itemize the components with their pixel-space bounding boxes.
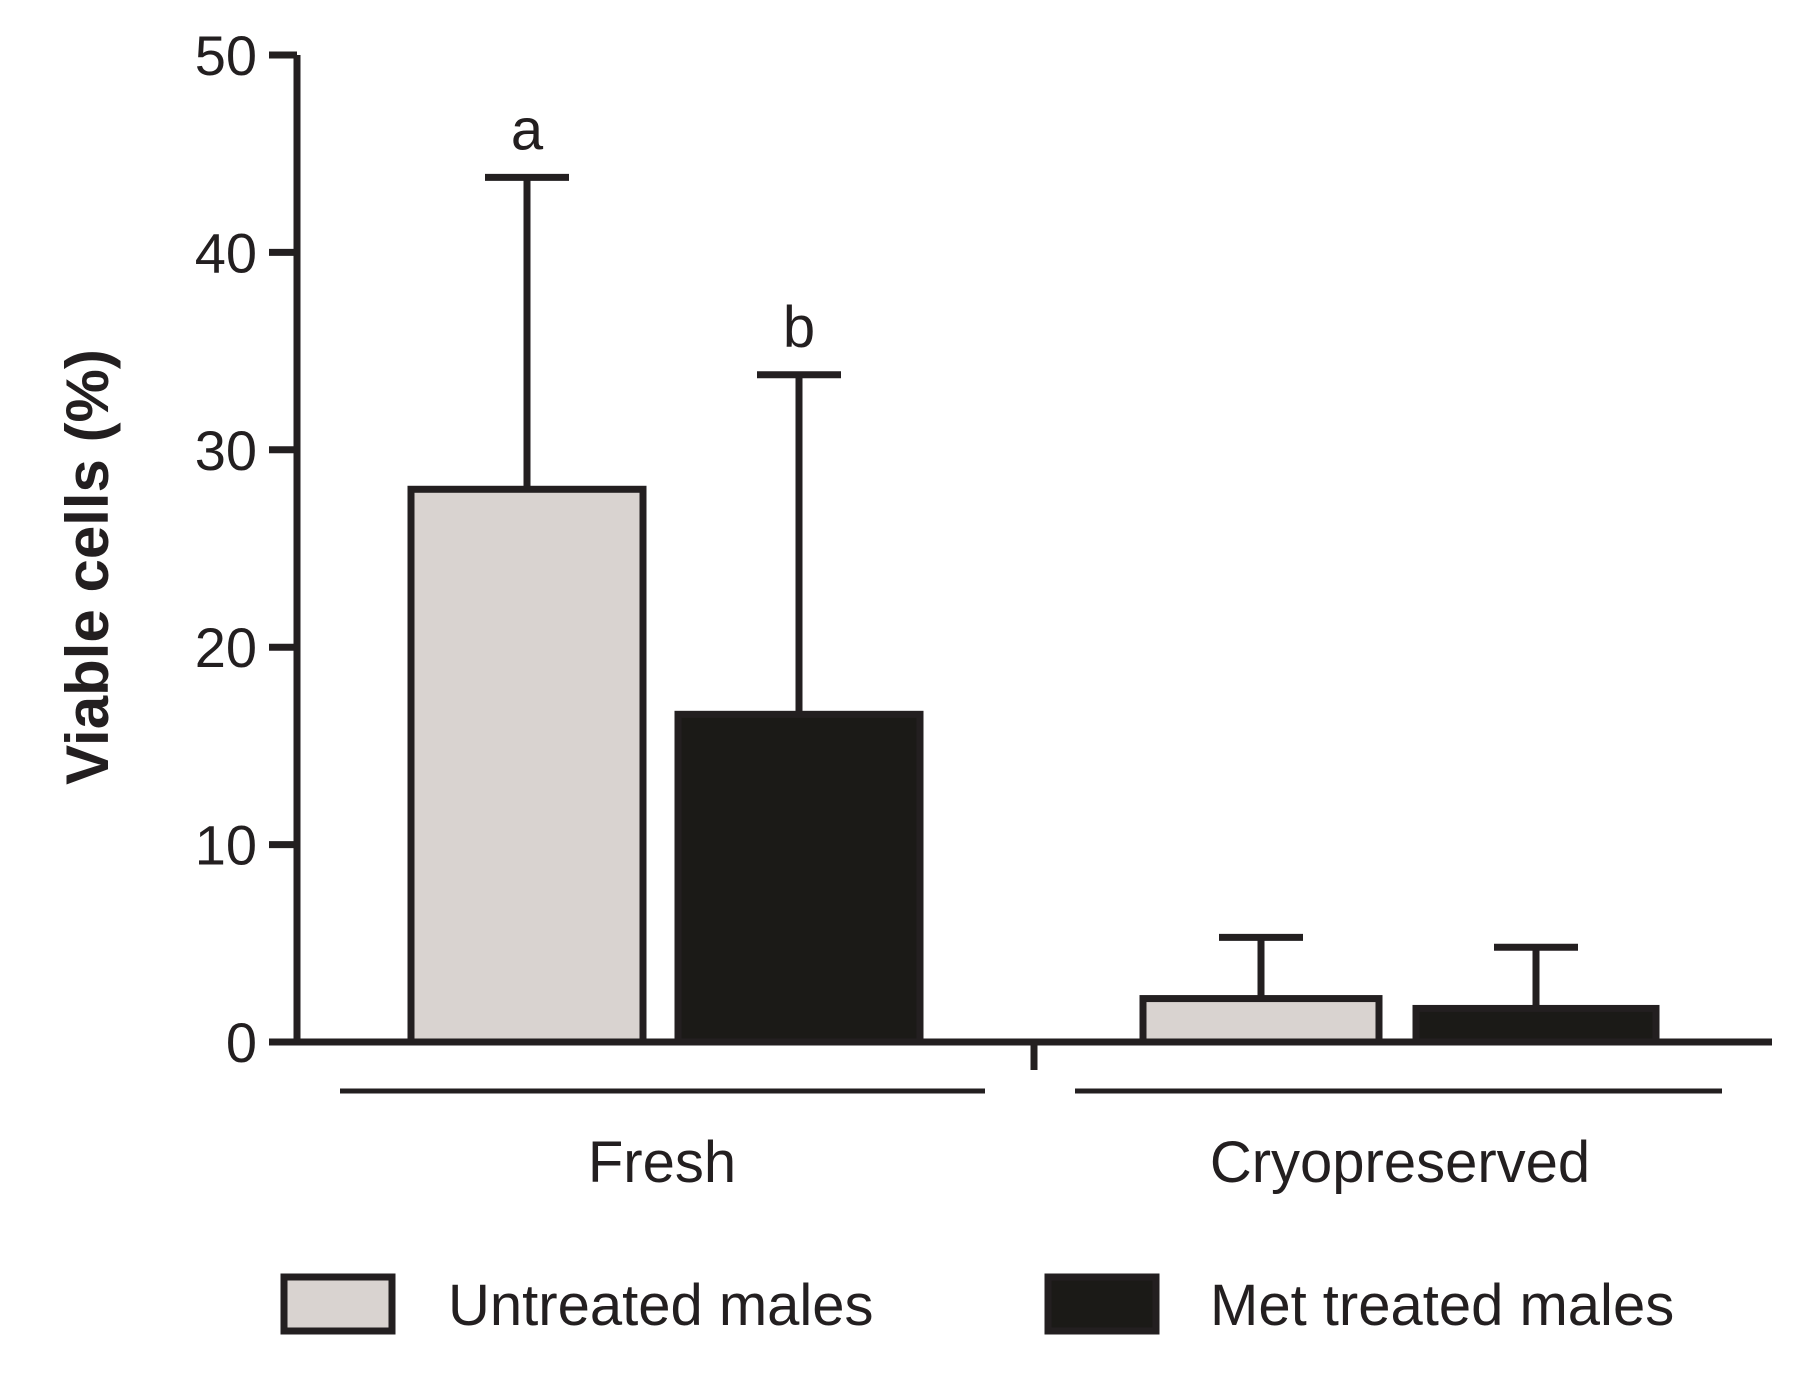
- bar-untreated-males-cryopreserved: [1139, 995, 1383, 1046]
- y-tick-label-10: 10: [195, 814, 257, 877]
- bar-met-treated-males-fresh: [674, 710, 924, 1046]
- y-tick-label-40: 40: [195, 221, 257, 284]
- y-tick-label-30: 30: [195, 419, 257, 482]
- bars: ab: [407, 97, 1660, 1046]
- y-axis-label: Viable cells (%): [54, 349, 121, 785]
- legend: Untreated males Met treated males: [280, 1273, 1674, 1338]
- legend-swatch-met-treated: [1044, 1273, 1160, 1335]
- bar-untreated-males-fresh: [407, 485, 647, 1046]
- y-tick-label-0: 0: [226, 1011, 257, 1074]
- bar-met-treated-males-cryopreserved: [1412, 1004, 1660, 1046]
- y-tick-label-50: 50: [195, 24, 257, 87]
- legend-label-untreated: Untreated males: [448, 1273, 874, 1338]
- annotation-untreated-males-fresh: a: [511, 97, 544, 162]
- category-label-cryopreserved: Cryopreserved: [1210, 1130, 1590, 1195]
- legend-label-met-treated: Met treated males: [1210, 1273, 1674, 1338]
- category-label-fresh: Fresh: [588, 1130, 736, 1195]
- labels: Viable cells (%) Fresh Cryopreserved: [54, 349, 1590, 1195]
- legend-swatch-untreated: [280, 1273, 396, 1335]
- y-tick-label-20: 20: [195, 616, 257, 679]
- annotation-met-treated-males-fresh: b: [783, 295, 815, 360]
